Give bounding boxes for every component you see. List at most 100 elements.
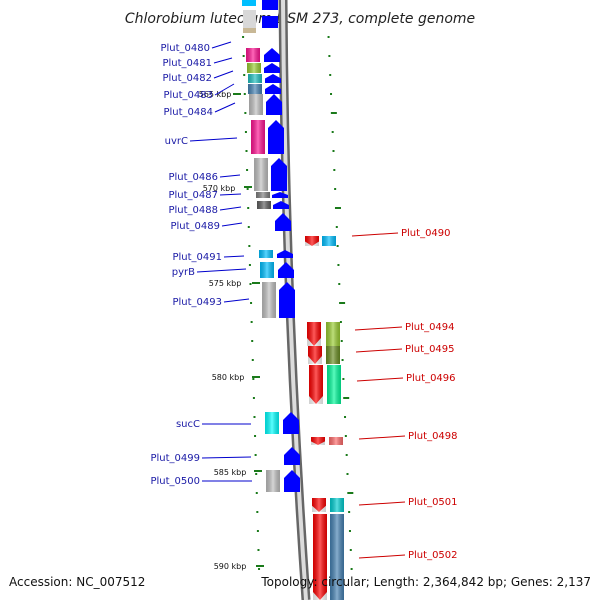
gene-block-shade [247, 63, 261, 73]
scale-dot [244, 112, 247, 114]
gene-block-shade [248, 74, 262, 83]
scale-dot [250, 321, 253, 323]
gene-label[interactable]: Plut_0496 [406, 373, 456, 384]
gene-block-shade [326, 346, 340, 364]
gene-label[interactable]: Plut_0482 [162, 73, 212, 84]
label-leader-line [189, 137, 238, 142]
label-leader-line [354, 326, 403, 331]
scale-dot [256, 511, 259, 513]
label-leader-line [219, 206, 242, 211]
label-leader-line [219, 193, 242, 196]
scale-dot [334, 207, 341, 209]
gene-block-shade [246, 48, 260, 62]
gene-label[interactable]: pyrB [172, 267, 195, 278]
scale-dots-outer [327, 36, 354, 570]
scale-dot [248, 264, 251, 266]
scale-dot [328, 55, 331, 57]
scale-dot [247, 226, 250, 228]
forward-cds-arrow[interactable] [278, 262, 294, 278]
arrow-shade [309, 365, 323, 404]
scale-dot [349, 549, 352, 551]
scale-dot [254, 435, 257, 437]
scale-dot [350, 568, 353, 570]
scale-label: 590 kbp [214, 562, 247, 571]
label-leader-line [358, 501, 406, 506]
gene-block-shade [265, 412, 279, 434]
gene-label[interactable]: Plut_0493 [172, 297, 222, 308]
forward-cds-arrow[interactable] [265, 74, 281, 83]
gene-block-shade [260, 262, 274, 278]
feature-block [242, 0, 256, 6]
gene-label[interactable]: Plut_0498 [408, 431, 458, 442]
scale-dot [257, 549, 260, 551]
label-leader-line [213, 70, 234, 79]
gene-label[interactable]: Plut_0487 [168, 190, 218, 201]
gene-label[interactable]: Plut_0501 [408, 497, 458, 508]
forward-cds-arrow[interactable] [283, 412, 299, 434]
gene-label[interactable]: Plut_0491 [172, 252, 222, 263]
gene-label[interactable]: Plut_0490 [401, 228, 451, 239]
scale-dot [252, 397, 255, 399]
scale-dot [339, 321, 342, 323]
forward-cds-arrow[interactable] [272, 192, 288, 198]
scale-dot [255, 473, 258, 475]
scale-dot [344, 435, 347, 437]
gene-block-shade [329, 437, 343, 445]
arrow-shade [312, 498, 326, 512]
forward-cds-arrow[interactable] [277, 250, 293, 258]
gene-label[interactable]: Plut_0484 [163, 107, 213, 118]
scale-label: 575 kbp [209, 279, 242, 288]
gene-color-block [265, 447, 279, 465]
scale-dot [330, 93, 333, 95]
scale-dot [244, 131, 247, 133]
forward-cds-arrow[interactable] [266, 94, 282, 115]
scale-dot [341, 359, 344, 361]
scale-dot [343, 397, 350, 399]
forward-cds-arrow[interactable] [284, 447, 300, 465]
forward-cds-arrow[interactable] [273, 201, 289, 209]
forward-cds-arrow[interactable] [264, 48, 280, 62]
scale-dot [335, 226, 338, 228]
gene-block-shade [327, 365, 341, 404]
gene-label[interactable]: Plut_0500 [150, 476, 200, 487]
gene-label[interactable]: uvrC [165, 136, 188, 147]
label-leader-line [214, 102, 236, 113]
scale-dot [248, 245, 251, 247]
label-leader-line [351, 232, 399, 237]
forward-cds-arrow[interactable] [271, 158, 287, 191]
label-leader-line [221, 222, 243, 227]
gene-label[interactable]: Plut_0494 [405, 322, 455, 333]
gene-label[interactable]: Plut_0489 [170, 221, 220, 232]
gene-label[interactable]: Plut_0483 [163, 90, 213, 101]
scale-dots-inner [242, 36, 261, 570]
arrow-shade [313, 514, 327, 600]
gene-label[interactable]: Plut_0480 [160, 43, 210, 54]
gene-label[interactable]: Plut_0488 [168, 205, 218, 216]
gene-label[interactable]: sucC [176, 419, 200, 430]
scale-dot [252, 378, 255, 380]
scale-dot [340, 340, 343, 342]
forward-cds-arrow[interactable] [264, 63, 280, 73]
cds-arrow [262, 0, 278, 10]
forward-cds-arrow[interactable] [279, 282, 295, 318]
arrow-shade [308, 346, 322, 364]
gene-label[interactable]: Plut_0499 [150, 453, 200, 464]
scale-dot [339, 302, 346, 304]
forward-cds-arrow[interactable] [275, 213, 291, 231]
gene-label[interactable]: Plut_0495 [405, 344, 455, 355]
scale-dot [243, 93, 246, 95]
label-leader-line [196, 268, 247, 273]
gene-label[interactable]: Plut_0486 [168, 172, 218, 183]
gene-label[interactable]: Plut_0481 [162, 58, 212, 69]
gene-color-block [258, 213, 272, 231]
forward-cds-arrow[interactable] [268, 120, 284, 154]
scale-dot [247, 207, 250, 209]
scale-dot [249, 283, 252, 285]
forward-cds-arrow[interactable] [284, 470, 300, 492]
scale-dot [344, 416, 347, 418]
scale-dot [246, 169, 249, 171]
gene-label[interactable]: Plut_0502 [408, 550, 458, 561]
map-title: Chlorobium luteolum DSM 273, complete ge… [125, 11, 475, 27]
scale-dot [327, 36, 330, 38]
forward-cds-arrow[interactable] [265, 84, 281, 94]
